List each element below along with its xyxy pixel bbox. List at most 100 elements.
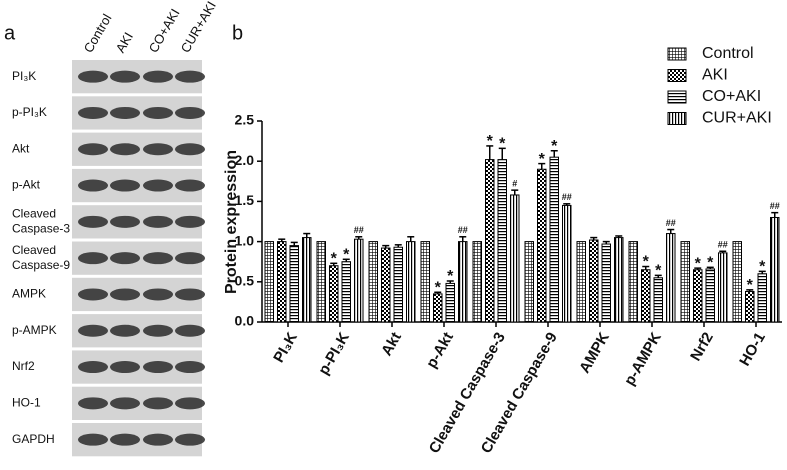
legend-label: CO+AKI: [702, 88, 761, 105]
x-tick-label: p-Akt: [423, 329, 457, 371]
error-bar: [642, 265, 650, 270]
blot-band: [110, 361, 140, 374]
bar: [757, 273, 767, 323]
bar: [420, 241, 430, 323]
row-label: Caspase-3: [12, 222, 70, 236]
bar: [510, 194, 520, 323]
significance-mark: *: [447, 268, 454, 285]
legend-label: Control: [702, 45, 754, 62]
y-tick-label: 0.0: [235, 313, 255, 329]
bar: [666, 233, 676, 323]
error-bar: [290, 241, 298, 246]
y-tick-label: 1.0: [235, 232, 255, 248]
blot-band: [143, 433, 173, 446]
error-bar: [550, 149, 558, 158]
bar: [289, 245, 299, 323]
x-tick-label: Nrf2: [687, 329, 717, 363]
bar: [485, 159, 495, 323]
blot-band: [78, 288, 108, 301]
blot-band: [78, 361, 108, 374]
bar: [628, 241, 638, 323]
legend-swatch: [667, 90, 687, 104]
error-bar: [446, 280, 454, 284]
error-bar: [667, 228, 675, 234]
significance-mark: *: [643, 254, 650, 271]
legend-swatch: [667, 47, 687, 61]
blot-band: [175, 324, 205, 337]
x-tick-label: p-AMPK: [621, 329, 665, 388]
blot-band: [78, 324, 108, 337]
error-bar: [407, 236, 415, 242]
blot-band: [143, 179, 173, 192]
blot-band: [110, 143, 140, 156]
significance-mark: *: [331, 251, 338, 268]
significance-mark: *: [707, 255, 714, 272]
bar: [705, 268, 715, 323]
bar: [472, 241, 482, 323]
blot-band: [110, 106, 140, 119]
x-tick-label: PI₃K: [270, 329, 301, 365]
bar: [433, 293, 443, 323]
error-bar: [330, 262, 338, 266]
blot-band: [143, 70, 173, 83]
x-tick-label: p-PI₃K: [315, 329, 353, 378]
bar: [653, 277, 663, 323]
significance-mark: ##: [354, 225, 364, 235]
significance-mark: #: [512, 179, 517, 189]
lane-label: CUR+AKI: [178, 0, 219, 55]
error-bar: [459, 236, 467, 242]
error-bar: [382, 244, 390, 249]
bar: [406, 241, 416, 323]
bar: [614, 237, 624, 323]
blot-band: [143, 324, 173, 337]
error-bar: [538, 162, 546, 170]
y-tick-label: 0.5: [235, 273, 255, 289]
lane-label: Control: [81, 11, 115, 55]
blot-band: [175, 252, 205, 265]
blot-band: [175, 70, 205, 83]
blot-band: [78, 143, 108, 156]
row-label: p-AMPK: [12, 323, 57, 337]
error-bar: [303, 232, 311, 238]
bar: [277, 241, 287, 323]
blot-band: [78, 215, 108, 228]
row-label: p-PI₃K: [12, 105, 47, 119]
bar: [458, 241, 468, 323]
bar: [381, 247, 391, 323]
bar: [745, 290, 755, 323]
legend-swatch: [667, 69, 687, 82]
bar: [497, 159, 507, 323]
row-label: Caspase-9: [12, 258, 70, 272]
bar: [576, 241, 586, 323]
error-bar: [719, 250, 727, 253]
y-tick-label: 2.0: [235, 152, 255, 168]
significance-mark: *: [487, 133, 494, 150]
blot-band: [110, 179, 140, 192]
y-axis-title: Protein expression: [223, 150, 240, 294]
significance-mark: *: [759, 259, 766, 276]
blot-band: [175, 143, 205, 156]
error-bar: [602, 240, 610, 245]
row-label: Cleaved: [12, 207, 56, 221]
blot-band: [78, 179, 108, 192]
error-bar: [563, 203, 571, 206]
error-bar: [498, 147, 506, 160]
significance-mark: ##: [458, 225, 468, 235]
blot-band: [110, 252, 140, 265]
row-label: Akt: [12, 141, 30, 155]
x-tick-label: Akt: [378, 329, 405, 358]
x-tick-label: HO-1: [736, 329, 769, 369]
row-label: HO-1: [12, 396, 41, 410]
error-bar: [355, 236, 363, 240]
bar: [562, 204, 572, 323]
significance-mark: *: [747, 277, 754, 294]
bar: [589, 239, 599, 323]
x-tick-label: AMPK: [576, 329, 613, 376]
bar: [718, 252, 728, 323]
bar: [693, 269, 703, 323]
bar: [341, 261, 351, 323]
blot-band: [143, 361, 173, 374]
blot-band: [175, 361, 205, 374]
error-bar: [590, 236, 598, 240]
blot-band: [78, 70, 108, 83]
